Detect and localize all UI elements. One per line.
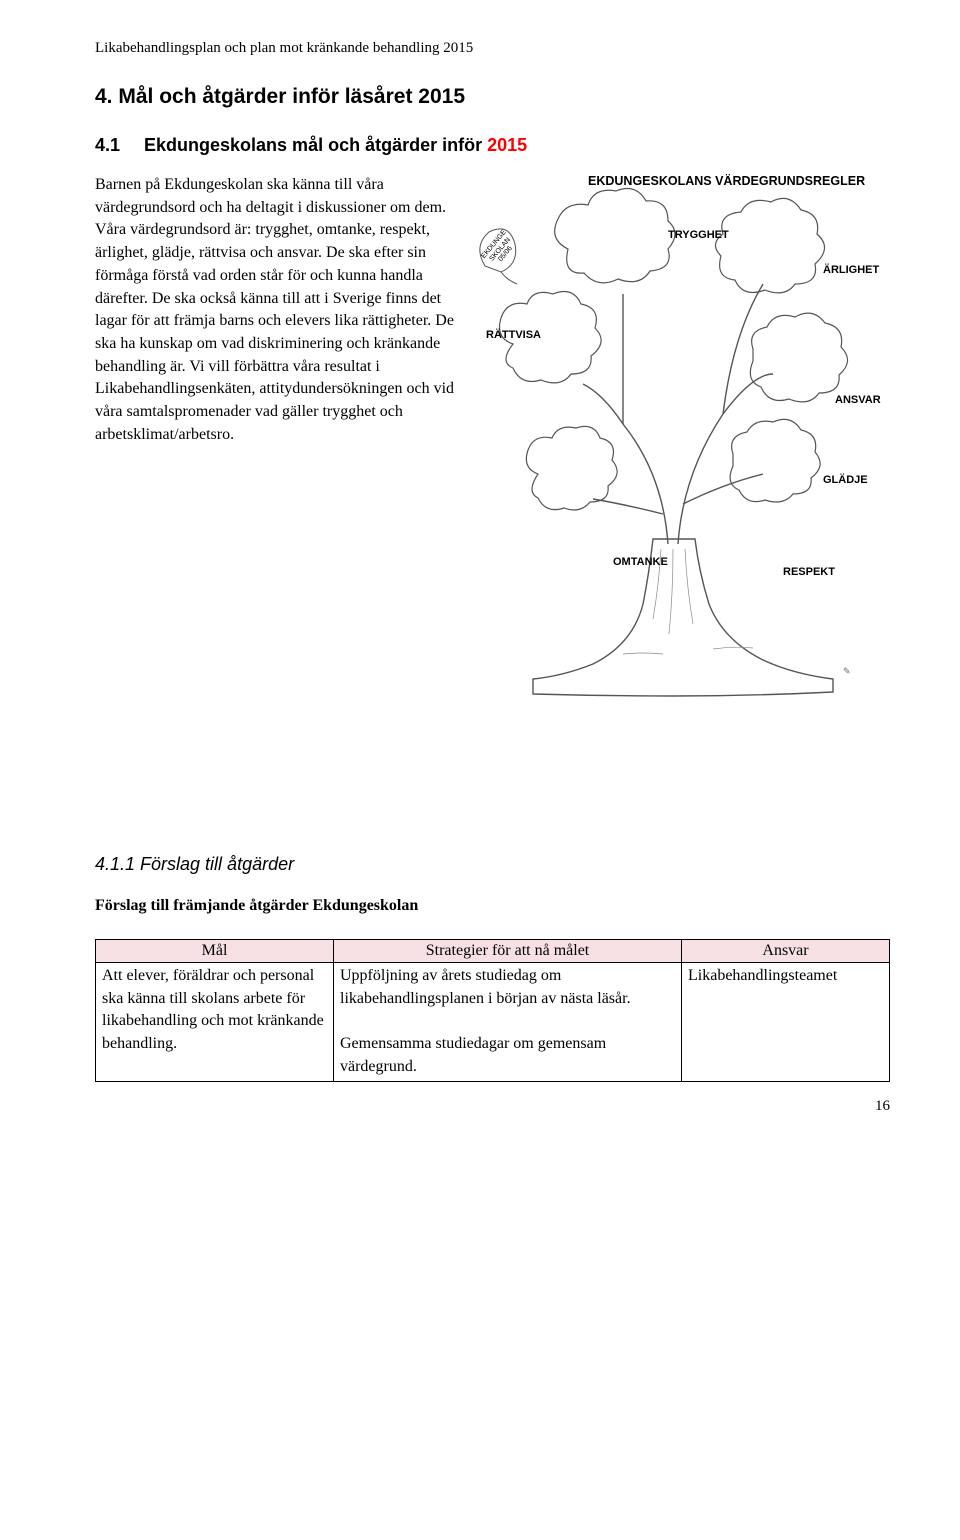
table-header-row: Mål Strategier för att nå målet Ansvar <box>96 940 890 963</box>
subsection-number: 4.1 <box>95 135 139 156</box>
page-number: 16 <box>95 1098 890 1115</box>
tree-svg: ✎ <box>473 174 883 714</box>
tree-title: EKDUNGESKOLANS VÄRDEGRUNDSREGLER <box>588 174 865 188</box>
cell-ansvar: Likabehandlingsteamet <box>682 963 890 1082</box>
page-header: Likabehandlingsplan och plan mot kränkan… <box>95 40 890 57</box>
section-title: Mål och åtgärder inför läsåret 2015 <box>118 85 465 108</box>
th-ansvar: Ansvar <box>682 940 890 963</box>
tree-label-rattvisa: RÄTTVISA <box>486 329 541 341</box>
cell-strategier: Uppföljning av årets studiedag om likabe… <box>334 963 682 1082</box>
tree-label-ansvar: ANSVAR <box>835 394 881 406</box>
th-strategier: Strategier för att nå målet <box>334 940 682 963</box>
body-paragraph: Barnen på Ekdungeskolan ska känna till v… <box>95 174 455 447</box>
tree-label-gladje: GLÄDJE <box>823 474 868 486</box>
th-mal: Mål <box>96 940 334 963</box>
subsection-title-red: 2015 <box>487 135 527 155</box>
cell-mal: Att elever, föräldrar och personal ska k… <box>96 963 334 1082</box>
content-columns: Barnen på Ekdungeskolan ska känna till v… <box>95 174 890 714</box>
table-row: Att elever, föräldrar och personal ska k… <box>96 963 890 1082</box>
subsection-heading: 4.1 Ekdungeskolans mål och åtgärder infö… <box>95 135 890 156</box>
goals-table: Mål Strategier för att nå målet Ansvar A… <box>95 939 890 1082</box>
tree-label-omtanke: OMTANKE <box>613 556 668 568</box>
proposal-title: Förslag till främjande åtgärder Ekdunges… <box>95 897 890 915</box>
section-heading: 4. Mål och åtgärder inför läsåret 2015 <box>95 85 890 109</box>
tree-label-trygghet: TRYGGHET <box>668 229 729 241</box>
page: Likabehandlingsplan och plan mot kränkan… <box>0 0 960 1145</box>
subsection-title-black: Ekdungeskolans mål och åtgärder inför <box>144 135 487 155</box>
tree-illustration: ✎ EKDUNGESKOLANS VÄRDEGRUNDSREGLER EKDUN… <box>473 174 890 714</box>
tree-label-arlighet: ÄRLIGHET <box>823 264 879 276</box>
subsubsection-heading: 4.1.1 Förslag till åtgärder <box>95 854 890 875</box>
svg-text:✎: ✎ <box>843 666 851 676</box>
section-number: 4. <box>95 85 113 108</box>
tree-label-respekt: RESPEKT <box>783 566 835 578</box>
